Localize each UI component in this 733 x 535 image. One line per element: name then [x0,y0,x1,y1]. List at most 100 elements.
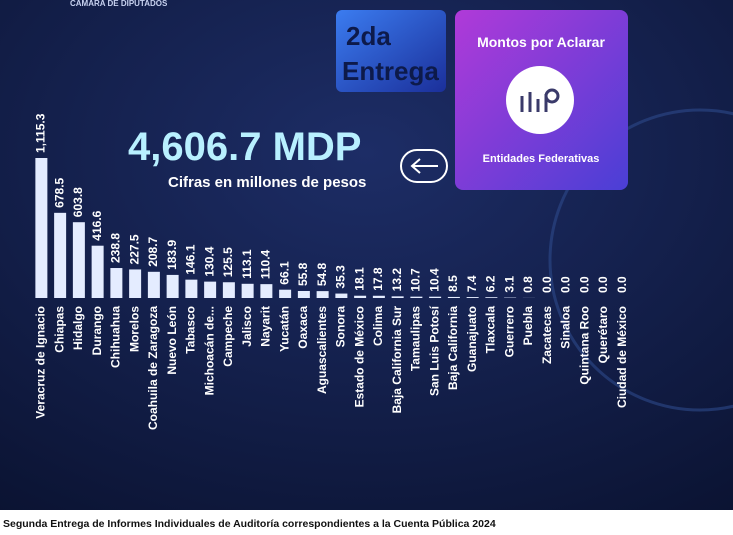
panel-subtitle: Entidades Federativas [483,153,600,165]
bar [335,293,348,298]
value-label: 110.4 [259,249,273,279]
category-label: Quintana Roo [577,306,591,385]
value-label: 66.1 [277,261,291,285]
chart-title: 4,606.7 MDP [128,125,361,169]
value-label: 10.7 [409,268,423,292]
category-label: Querétaro [596,306,610,363]
bar [260,284,273,298]
bar [72,222,85,298]
value-label: 18.1 [352,267,366,291]
value-label: 603.8 [71,187,85,217]
category-label: Aguascalientes [315,306,329,394]
category-label: Puebla [521,306,535,346]
category-label: Guerrero [502,306,516,357]
value-label: 227.5 [127,234,141,264]
value-label: 0.0 [615,276,629,293]
bar [466,297,479,298]
category-label: Sonora [334,306,348,348]
category-label: Morelos [127,306,141,352]
decoration [548,108,733,412]
back-button[interactable] [400,149,448,183]
value-label: 17.8 [371,267,385,291]
bar [185,279,198,298]
category-label: Michoacán de... [202,306,216,395]
bar [447,296,460,298]
bar [410,296,423,298]
value-label: 35.3 [334,265,348,289]
value-label: 238.8 [109,233,123,263]
category-label: Nuevo León [165,306,179,375]
value-label: 7.4 [465,275,479,292]
value-label: 146.1 [184,244,198,274]
panel-title: Montos por Aclarar [477,34,605,50]
value-label: 3.1 [502,276,516,293]
plot: 1,115.3 Veracruz de Ignacio 678.5 Chiapas 60… [34,113,629,430]
value-label: 10.4 [427,268,441,292]
caption: Segunda Entrega de Informes Individuales… [3,518,496,530]
value-label: 0.8 [521,276,535,293]
bar [204,281,217,298]
bar [429,296,442,298]
category-label: Veracruz de Ignacio [34,306,48,419]
icon [506,66,574,134]
category-label: Oaxaca [296,306,310,349]
caption-background [0,510,733,535]
value-label: 125.5 [221,247,235,277]
category-label: Estado de México [352,306,366,407]
bar [391,296,404,298]
category-label: Yucatán [277,306,291,352]
category-label: Tamaulipas [409,306,423,371]
value-label: 130.4 [202,246,216,276]
bar [91,245,104,298]
bar [129,269,142,298]
value-label: 54.8 [315,262,329,286]
value-label: 55.8 [296,262,310,286]
category-label: Jalisco [240,306,254,347]
bar [316,291,329,298]
category-label: Ciudad de México [615,306,629,408]
value-label: 0.0 [596,276,610,293]
value-label: 208.7 [146,236,160,266]
value-label: 416.6 [90,210,104,240]
icon-glyph [520,88,560,112]
value-label: 183.9 [165,240,179,270]
category-label: Chihuahua [109,306,123,368]
value-label: 13.2 [390,268,404,292]
badge-text: 2da [346,21,391,51]
category-label: Tabasco [184,306,198,354]
bar [147,271,160,298]
category-label: Tlaxcala [484,306,498,354]
category-label: Nayarit [259,306,273,347]
value-label: 678.5 [52,177,66,207]
category-label: Durango [90,306,104,355]
bar [110,268,123,298]
value-label: 8.5 [446,275,460,292]
bar [222,282,235,298]
bar [297,290,310,298]
bar [241,283,254,298]
bar [279,289,292,298]
category-label: Zacatecas [540,306,554,364]
value-label: 113.1 [240,249,254,279]
category-label: Hidalgo [71,306,85,350]
chart-subtitle: Cifras en millones de pesos [168,174,366,191]
bar [372,295,385,298]
category-label: Chiapas [52,306,66,353]
bar [485,297,498,298]
category-label: Sinaloa [559,306,573,349]
category-label: San Luis Potosí [427,305,441,396]
bar [166,274,179,298]
bar [354,295,367,298]
category-label: Colima [371,306,385,346]
institution: CÁMARA DE DIPUTADOS [70,0,168,8]
bar [54,212,67,298]
value-label: 6.2 [484,275,498,292]
value-label: 0.0 [559,276,573,293]
category-label: Coahuila de Zaragoza [146,306,160,430]
category-label: Guanajuato [465,306,479,372]
value-label: 0.0 [577,276,591,293]
badge [336,10,446,92]
bar [35,158,48,298]
